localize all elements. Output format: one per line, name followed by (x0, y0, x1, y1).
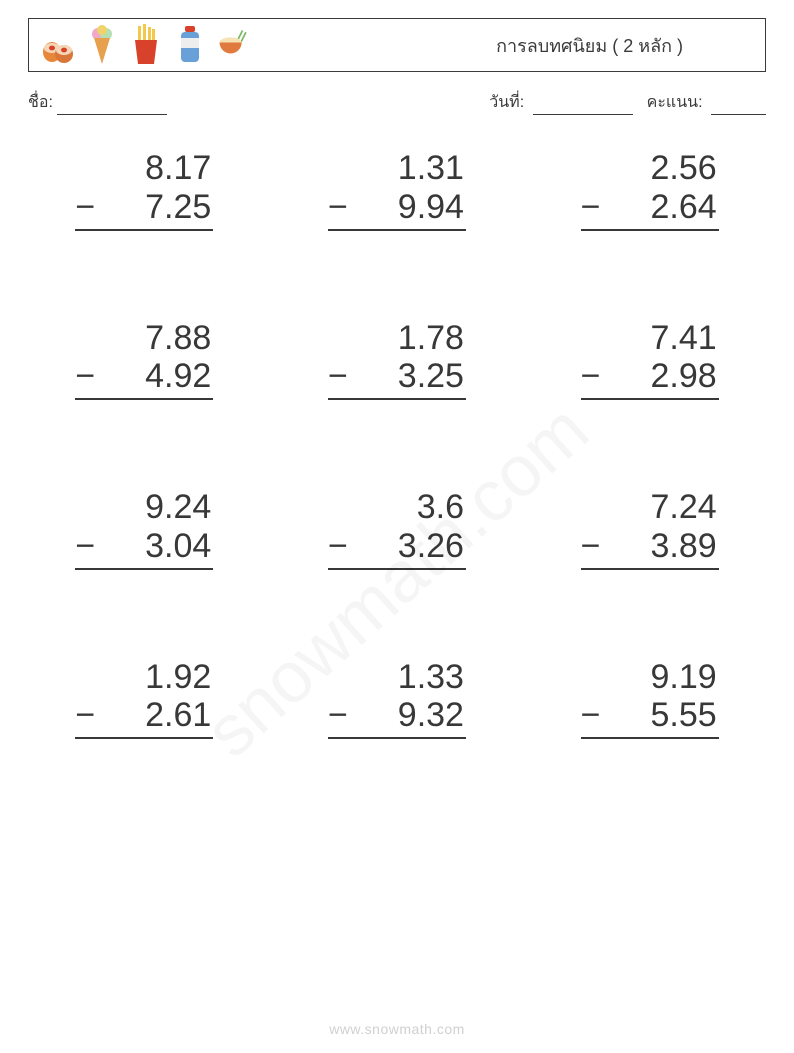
worksheet-title: การลบทศนิยม ( 2 หลัก ) (496, 31, 753, 60)
footer-url: www.snowmath.com (0, 1021, 794, 1037)
minus-operator: − (328, 527, 356, 566)
subtrahend-row: −5.55 (581, 696, 719, 739)
subtrahend-row: −3.89 (581, 527, 719, 570)
subtrahend: 2.61 (103, 696, 213, 735)
problem: 2.56−2.64 (533, 149, 766, 231)
meta-name: ชื่อ: (28, 90, 489, 115)
meta-date: วันที่: (489, 90, 632, 115)
problem-inner: 1.33−9.32 (328, 658, 466, 740)
problem-inner: 9.24−3.04 (75, 488, 213, 570)
minuend: 7.41 (581, 319, 719, 358)
subtrahend-row: −2.64 (581, 188, 719, 231)
problem: 1.78−3.25 (281, 319, 514, 401)
problem-inner: 8.17−7.25 (75, 149, 213, 231)
problem-inner: 9.19−5.55 (581, 658, 719, 740)
minus-operator: − (581, 696, 609, 735)
minuend: 7.88 (75, 319, 213, 358)
jar-icon (173, 24, 207, 66)
problem: 7.41−2.98 (533, 319, 766, 401)
problem-inner: 1.78−3.25 (328, 319, 466, 401)
subtrahend: 9.32 (356, 696, 466, 735)
minuend: 1.78 (328, 319, 466, 358)
minus-operator: − (581, 188, 609, 227)
minuend: 9.24 (75, 488, 213, 527)
minus-operator: − (75, 696, 103, 735)
minuend: 7.24 (581, 488, 719, 527)
problems-grid: 8.17−7.251.31−9.942.56−2.647.88−4.921.78… (28, 149, 766, 739)
problem: 7.24−3.89 (533, 488, 766, 570)
minus-operator: − (328, 188, 356, 227)
problem: 3.6−3.26 (281, 488, 514, 570)
problem-inner: 2.56−2.64 (581, 149, 719, 231)
subtrahend-row: −3.25 (328, 357, 466, 400)
subtrahend: 2.98 (609, 357, 719, 396)
score-blank[interactable] (711, 98, 766, 115)
subtrahend-row: −9.94 (328, 188, 466, 231)
header-icons-row (41, 24, 251, 66)
subtrahend: 5.55 (609, 696, 719, 735)
minus-operator: − (75, 188, 103, 227)
subtrahend-row: −9.32 (328, 696, 466, 739)
subtrahend-row: −4.92 (75, 357, 213, 400)
minus-operator: − (581, 527, 609, 566)
minuend: 1.31 (328, 149, 466, 188)
subtrahend: 9.94 (356, 188, 466, 227)
problem-inner: 7.24−3.89 (581, 488, 719, 570)
problem: 1.31−9.94 (281, 149, 514, 231)
problem: 7.88−4.92 (28, 319, 261, 401)
date-blank[interactable] (533, 98, 633, 115)
worksheet-page: การลบทศนิยม ( 2 หลัก ) ชื่อ: วันที่: คะแ… (0, 0, 794, 1053)
problem: 1.33−9.32 (281, 658, 514, 740)
meta-row: ชื่อ: วันที่: คะแนน: (28, 90, 766, 115)
problem: 8.17−7.25 (28, 149, 261, 231)
header-box: การลบทศนิยม ( 2 หลัก ) (28, 18, 766, 72)
minuend: 9.19 (581, 658, 719, 697)
problem-inner: 7.88−4.92 (75, 319, 213, 401)
minus-operator: − (75, 357, 103, 396)
sushi-icon (41, 24, 75, 66)
meta-right: วันที่: คะแนน: (489, 90, 766, 115)
minuend: 1.92 (75, 658, 213, 697)
subtrahend-row: −7.25 (75, 188, 213, 231)
bowl-icon (217, 24, 251, 66)
problem-inner: 1.92−2.61 (75, 658, 213, 740)
meta-score: คะแนน: (647, 90, 766, 115)
minus-operator: − (328, 696, 356, 735)
subtrahend: 3.04 (103, 527, 213, 566)
subtrahend: 3.25 (356, 357, 466, 396)
problem: 9.19−5.55 (533, 658, 766, 740)
minus-operator: − (581, 357, 609, 396)
subtrahend: 4.92 (103, 357, 213, 396)
problem: 9.24−3.04 (28, 488, 261, 570)
subtrahend: 3.89 (609, 527, 719, 566)
minuend: 2.56 (581, 149, 719, 188)
minuend: 1.33 (328, 658, 466, 697)
minus-operator: − (75, 527, 103, 566)
problem-inner: 3.6−3.26 (328, 488, 466, 570)
problem-inner: 1.31−9.94 (328, 149, 466, 231)
date-label: วันที่: (489, 94, 524, 111)
name-blank[interactable] (57, 98, 167, 115)
subtrahend-row: −3.04 (75, 527, 213, 570)
score-label: คะแนน: (647, 94, 703, 111)
minus-operator: − (328, 357, 356, 396)
subtrahend-row: −2.98 (581, 357, 719, 400)
ice-cream-icon (85, 24, 119, 66)
fries-icon (129, 24, 163, 66)
name-label: ชื่อ: (28, 90, 53, 115)
problem-inner: 7.41−2.98 (581, 319, 719, 401)
subtrahend: 7.25 (103, 188, 213, 227)
subtrahend: 2.64 (609, 188, 719, 227)
subtrahend-row: −3.26 (328, 527, 466, 570)
minuend: 8.17 (75, 149, 213, 188)
problem: 1.92−2.61 (28, 658, 261, 740)
minuend: 3.6 (328, 488, 466, 527)
subtrahend-row: −2.61 (75, 696, 213, 739)
subtrahend: 3.26 (356, 527, 466, 566)
